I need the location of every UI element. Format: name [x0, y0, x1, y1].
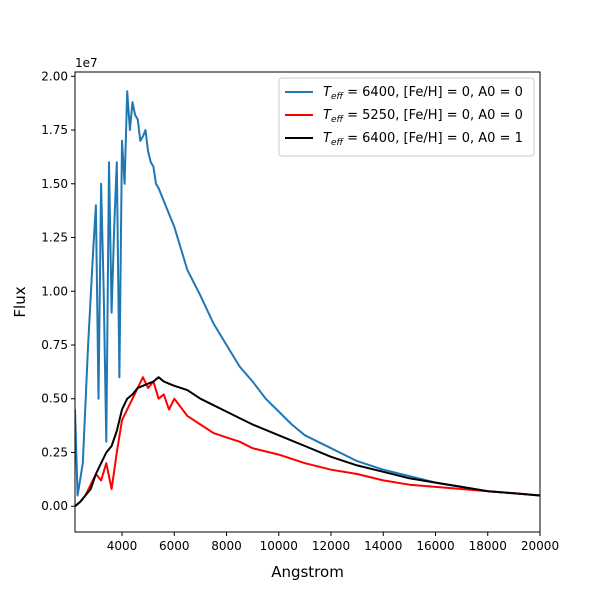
series-line-2: [75, 376, 540, 507]
x-tick-label: 18000: [469, 539, 507, 553]
x-tick-label: 4000: [107, 539, 138, 553]
plot-area: [75, 90, 540, 507]
x-tick-label: 10000: [260, 539, 298, 553]
x-tick-label: 14000: [364, 539, 402, 553]
series-line-1: [75, 90, 540, 497]
y-tick-label: 1.00: [41, 284, 68, 298]
legend-label-2: Teff = 5250, [Fe/H] = 0, A0 = 0: [323, 108, 523, 125]
x-tick-label: 12000: [312, 539, 350, 553]
y-tick-label: 0.75: [41, 338, 68, 352]
legend-box: [278, 77, 535, 157]
legend-label-1: Teff = 6400, [Fe/H] = 0, A0 = 0: [323, 85, 523, 102]
plot-frame: [74, 71, 541, 533]
y-tick-label: 1.50: [41, 177, 68, 191]
y-offset-text: 1e7: [75, 56, 98, 70]
legend: Teff = 6400, [Fe/H] = 0, A0 = 0 Teff = 52…: [278, 77, 535, 157]
x-tick-label: 20000: [521, 539, 559, 553]
y-tick-label: 2.00: [41, 69, 68, 83]
y-tick-label: 0.00: [41, 499, 68, 513]
x-tick-label: 8000: [211, 539, 242, 553]
y-tick-label: 1.75: [41, 123, 68, 137]
legend-label-3: Teff = 6400, [Fe/H] = 0, A0 = 1: [323, 131, 523, 148]
x-tick-label: 16000: [416, 539, 454, 553]
y-axis-label: Flux: [11, 286, 29, 317]
y-tick-label: 1.25: [41, 231, 68, 245]
x-tick-label: 6000: [159, 539, 190, 553]
x-axis-label: Angstrom: [271, 563, 344, 581]
y-tick-label: 0.50: [41, 392, 68, 406]
axes: 4000 6000 8000 10000 12000 14000 16000 18000 200…: [11, 56, 559, 581]
series-line-3: [75, 376, 540, 507]
y-tick-label: 0.25: [41, 445, 68, 459]
